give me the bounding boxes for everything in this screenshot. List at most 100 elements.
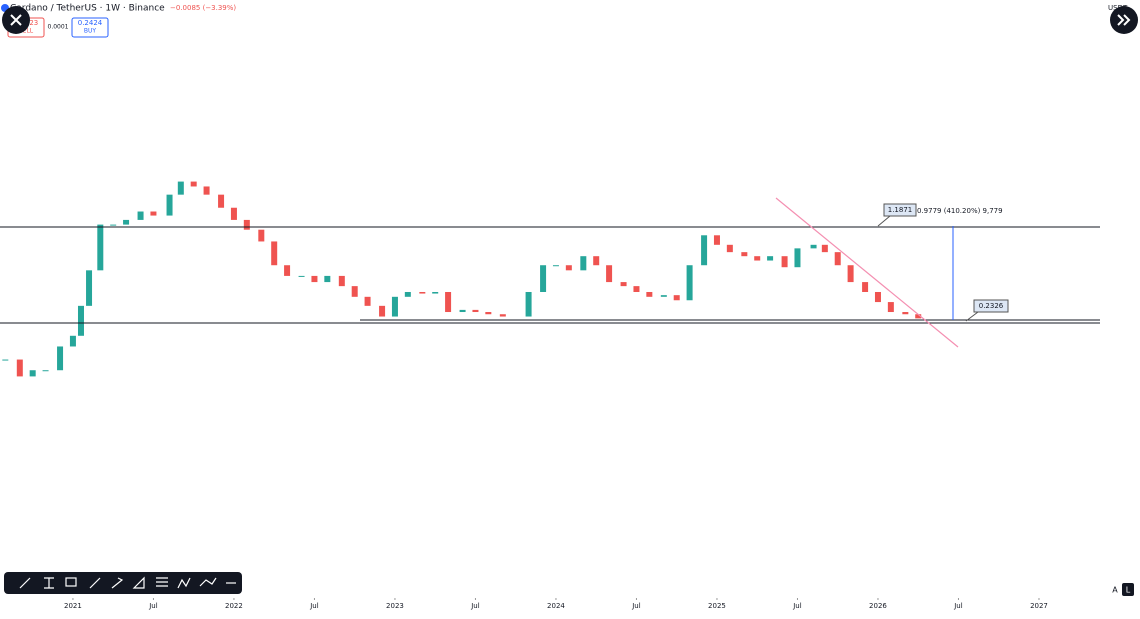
symbol-title[interactable]: Cardano / TetherUS · 1W · Binance (10, 4, 165, 14)
drawing-toolbar (4, 572, 242, 594)
x-tick-label: 2021 (64, 602, 82, 610)
candle (419, 291, 426, 294)
x-tick-label: 2024 (547, 602, 565, 610)
candle (177, 181, 184, 195)
candle (2, 359, 9, 361)
candle (16, 359, 23, 377)
candle (230, 207, 237, 220)
candle (324, 275, 331, 283)
candle (364, 296, 371, 306)
x-tick-label: Jul (470, 602, 480, 610)
candle (754, 256, 761, 261)
x-tick-label: Jul (792, 602, 802, 610)
x-tick-label: 2022 (225, 602, 243, 610)
x-tick-label: Jul (631, 602, 641, 610)
candle (741, 252, 748, 257)
candle (552, 265, 559, 267)
candle (580, 256, 587, 271)
callout-pointer (877, 215, 891, 227)
candle (190, 181, 197, 187)
candle (767, 256, 774, 261)
candle (243, 219, 250, 230)
candle (123, 219, 130, 225)
candle (606, 265, 613, 283)
candle (298, 275, 305, 277)
candle (271, 241, 278, 266)
candle (660, 295, 667, 297)
candle (97, 224, 104, 271)
spread: 0.0001 (48, 24, 69, 31)
x-tick-label: 2026 (869, 602, 887, 610)
price-axis (1100, 0, 1140, 615)
candle (781, 256, 788, 268)
toolbar-icons[interactable] (19, 576, 236, 589)
x-tick-label: 2027 (1030, 602, 1048, 610)
close-icon[interactable] (10, 14, 22, 26)
annotation-high: 1.1871 (888, 206, 913, 214)
log-toggle[interactable] (1122, 583, 1134, 596)
candle (391, 296, 398, 317)
candle (673, 295, 680, 301)
candle (633, 286, 640, 292)
candle (794, 248, 801, 268)
candle (29, 370, 36, 377)
candle (726, 244, 733, 253)
x-tick-label: 2023 (386, 602, 404, 610)
candle (432, 291, 439, 294)
candle (525, 291, 532, 317)
buy-label[interactable]: BUY (84, 28, 97, 35)
candle (57, 346, 64, 371)
candle (338, 275, 345, 287)
candle (110, 224, 117, 226)
expand-icon[interactable] (1117, 14, 1131, 26)
candle (445, 291, 452, 313)
candle (593, 256, 600, 266)
candles (2, 181, 922, 377)
buy-price[interactable]: 0.2424 (78, 19, 103, 27)
candle (565, 265, 572, 271)
candle (218, 194, 225, 208)
candle (258, 229, 265, 242)
candle (379, 305, 386, 317)
candle (646, 291, 653, 297)
x-tick-label: Jul (309, 602, 319, 610)
candle (810, 244, 817, 249)
buy-button[interactable] (71, 17, 109, 38)
candle (713, 235, 720, 245)
candle (686, 265, 693, 301)
candle (150, 211, 157, 216)
candle (86, 270, 93, 306)
candle (69, 335, 76, 347)
price-change: −0.0085 (−3.39%) (170, 4, 236, 12)
callout-pointer (965, 311, 979, 322)
x-tick-label: 2025 (708, 602, 726, 610)
candle (472, 309, 479, 313)
candle (404, 291, 411, 297)
x-tick-label: Jul (953, 602, 963, 610)
log-toggle-label[interactable]: L (1126, 586, 1131, 595)
candle (540, 265, 547, 292)
candle (311, 275, 318, 283)
candle (42, 370, 49, 372)
candle (203, 186, 210, 195)
callout-box (973, 299, 1009, 313)
candle (834, 252, 841, 266)
candle (902, 312, 909, 315)
candle (847, 265, 854, 283)
candle (284, 265, 291, 276)
candle (874, 291, 881, 303)
auto-scale[interactable]: A (1112, 586, 1118, 595)
callout-box (883, 203, 917, 217)
candle (166, 194, 173, 216)
sell-label[interactable]: SELL (19, 28, 34, 35)
candle (351, 286, 358, 297)
candle (137, 211, 144, 220)
annotation-low: 0.2326 (979, 302, 1004, 310)
candle (821, 244, 828, 253)
candle (620, 282, 627, 287)
candle (77, 305, 84, 336)
annotation-measure: 0.9779 (410.20%) 9,779 (917, 207, 1003, 215)
candle (887, 302, 894, 313)
candle (862, 282, 869, 292)
